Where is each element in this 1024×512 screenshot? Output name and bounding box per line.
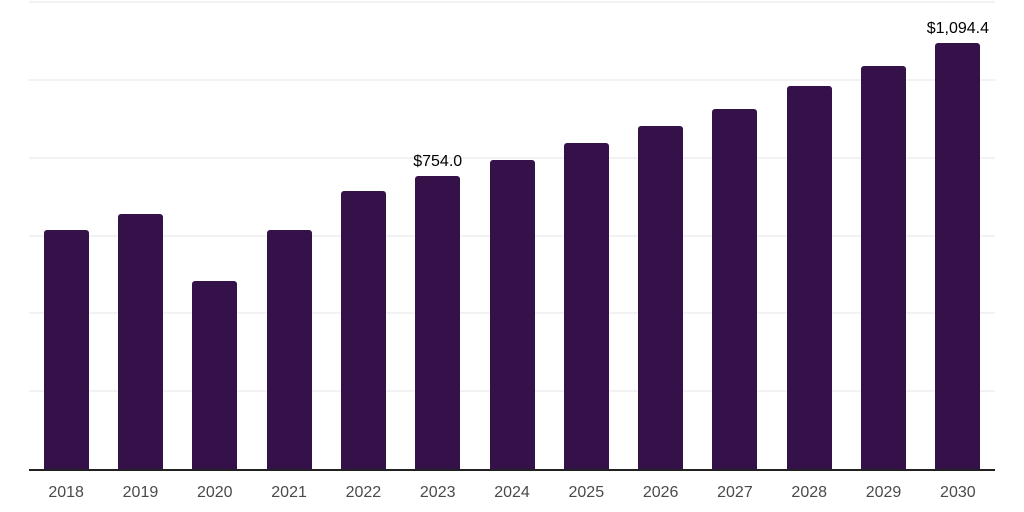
gridline-1200	[29, 1, 995, 3]
x-tick-2025: 2025	[568, 484, 605, 501]
bar-label-2030: $1,094.4	[926, 20, 989, 38]
bar-2018	[43, 230, 89, 469]
bar-2022	[340, 190, 386, 469]
bar-2027	[712, 108, 758, 469]
x-tick-2024: 2024	[494, 484, 530, 501]
x-tick-2020: 2020	[196, 484, 233, 501]
bar-2025	[563, 143, 609, 469]
bar-2024	[489, 160, 535, 469]
x-tick-2026: 2026	[642, 484, 679, 501]
bar-label-2023: $754.0	[413, 152, 463, 170]
x-tick-2028: 2028	[791, 484, 828, 501]
bar-2020	[192, 281, 238, 469]
x-tick-2018: 2018	[48, 484, 84, 501]
bar-2026	[638, 125, 684, 469]
bar-2030	[935, 43, 981, 469]
bar-2029	[861, 65, 907, 469]
bar-2019	[117, 214, 163, 469]
bar-2023	[415, 175, 461, 469]
x-tick-2019: 2019	[122, 484, 159, 501]
x-axis-line	[29, 469, 995, 471]
gridline-800	[29, 156, 995, 159]
x-tick-2022: 2022	[345, 484, 382, 501]
x-tick-2027: 2027	[717, 484, 753, 501]
bar-2021	[266, 229, 312, 469]
gridline-1000	[29, 78, 995, 81]
x-tick-2030: 2030	[940, 484, 976, 501]
bar-2028	[786, 86, 832, 469]
x-tick-2021: 2021	[271, 484, 307, 501]
x-tick-2023: 2023	[419, 484, 456, 501]
x-tick-2029: 2029	[865, 484, 902, 501]
